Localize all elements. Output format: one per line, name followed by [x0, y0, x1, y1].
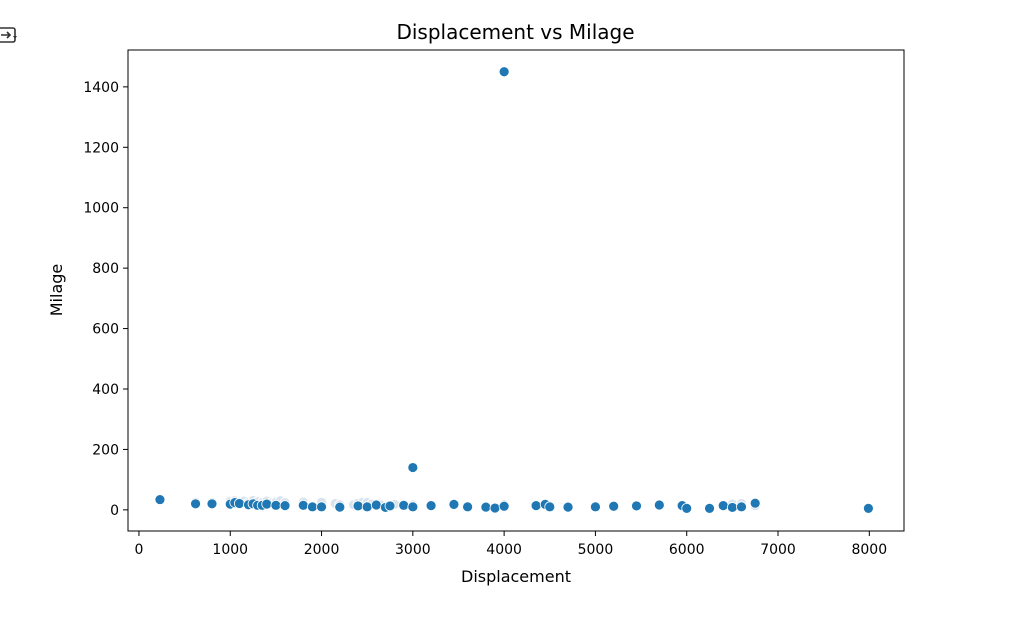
- x-tick-label: 7000: [760, 542, 796, 558]
- data-point: [498, 66, 510, 78]
- x-tick-label: 0: [134, 542, 143, 558]
- data-point: [862, 502, 874, 514]
- y-tick-label: 800: [92, 261, 119, 277]
- y-axis-ticks: 0 200 400 600 800 1000 1200 1400: [83, 80, 128, 519]
- data-point: [270, 499, 282, 511]
- data-point: [480, 501, 492, 513]
- y-tick-label: 1000: [83, 201, 119, 217]
- data-point: [352, 500, 364, 512]
- data-point: [726, 502, 738, 513]
- data-point: [462, 501, 474, 513]
- x-tick-label: 5000: [578, 542, 614, 558]
- data-point: [631, 500, 642, 512]
- data-point: [608, 500, 620, 512]
- x-axis-label: Displacement: [461, 567, 571, 586]
- x-tick-label: 4000: [486, 542, 522, 558]
- data-point: [407, 462, 419, 473]
- data-point: [681, 502, 693, 514]
- plot-frame: [127, 49, 905, 532]
- data-point: [154, 494, 166, 505]
- data-point: [704, 502, 715, 514]
- data-point: [425, 500, 437, 512]
- data-point: [206, 498, 218, 510]
- chart-title: Displacement vs Milage: [396, 20, 634, 44]
- y-tick-label: 1200: [83, 140, 119, 156]
- data-point: [334, 501, 346, 513]
- plot-area: [154, 66, 874, 514]
- data-point: [316, 501, 327, 513]
- data-point: [279, 500, 291, 512]
- data-point: [407, 501, 419, 513]
- data-point: [590, 501, 601, 513]
- data-point: [361, 501, 373, 513]
- data-point: [653, 499, 665, 511]
- data-point: [233, 498, 245, 509]
- x-tick-label: 3000: [395, 542, 431, 558]
- x-tick-label: 6000: [669, 542, 705, 558]
- output-toggle-icon[interactable]: [0, 24, 24, 48]
- y-tick-label: 0: [110, 503, 119, 519]
- data-point: [398, 499, 410, 511]
- y-tick-label: 600: [92, 322, 119, 338]
- data-point: [489, 502, 501, 514]
- x-axis-ticks: 0 1000 2000 3000 4000 5000 6000 7000 8000: [134, 531, 887, 558]
- data-point: [717, 500, 729, 512]
- data-point: [530, 500, 542, 512]
- data-point: [562, 501, 574, 513]
- y-tick-label: 200: [92, 442, 119, 458]
- data-point: [736, 501, 747, 513]
- data-point: [297, 499, 309, 511]
- y-tick-label: 1400: [83, 80, 119, 96]
- data-point: [190, 498, 201, 510]
- data-point: [384, 500, 396, 512]
- data-point: [544, 501, 556, 513]
- y-tick-label: 400: [92, 382, 119, 398]
- data-point: [498, 500, 510, 512]
- x-tick-label: 8000: [851, 542, 887, 558]
- x-tick-label: 1000: [212, 542, 248, 558]
- data-point: [749, 497, 761, 509]
- data-point: [448, 499, 460, 510]
- data-point: [370, 499, 382, 511]
- data-point: [307, 501, 318, 513]
- y-axis-label: Milage: [47, 264, 66, 317]
- x-tick-label: 2000: [304, 542, 340, 558]
- data-point: [261, 498, 273, 510]
